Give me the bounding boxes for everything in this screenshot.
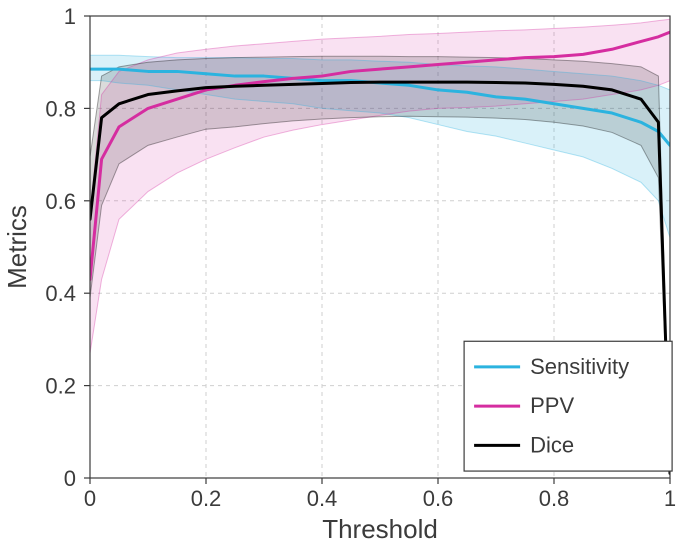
y-tick-label: 0.4 bbox=[45, 281, 76, 306]
x-tick-label: 0 bbox=[84, 486, 96, 511]
y-tick-label: 0.2 bbox=[45, 374, 76, 399]
y-tick-label: 0.6 bbox=[45, 189, 76, 214]
legend: Sensitivity PPV Dice bbox=[464, 341, 672, 471]
y-tick-label: 0.8 bbox=[45, 96, 76, 121]
legend-label: PPV bbox=[530, 393, 574, 418]
y-tick-label: 0 bbox=[64, 466, 76, 491]
legend-label: Dice bbox=[530, 432, 574, 457]
x-axis-label: Threshold bbox=[322, 514, 438, 544]
x-tick-label: 0.4 bbox=[307, 486, 338, 511]
x-tick-label: 1 bbox=[664, 486, 676, 511]
y-axis-label: Metrics bbox=[2, 205, 32, 289]
y-tick-label: 1 bbox=[64, 4, 76, 29]
metrics-vs-threshold-chart: 0 0.2 0.4 0.6 0.8 1 0 0.2 0.4 0.6 0.8 1 Threshold Met… bbox=[0, 0, 685, 544]
legend-label: Sensitivity bbox=[530, 354, 629, 379]
chart-svg: 0 0.2 0.4 0.6 0.8 1 0 0.2 0.4 0.6 0.8 1 Threshold Met… bbox=[0, 0, 685, 544]
x-tick-label: 0.8 bbox=[539, 486, 570, 511]
x-tick-label: 0.2 bbox=[191, 486, 222, 511]
x-tick-label: 0.6 bbox=[423, 486, 454, 511]
